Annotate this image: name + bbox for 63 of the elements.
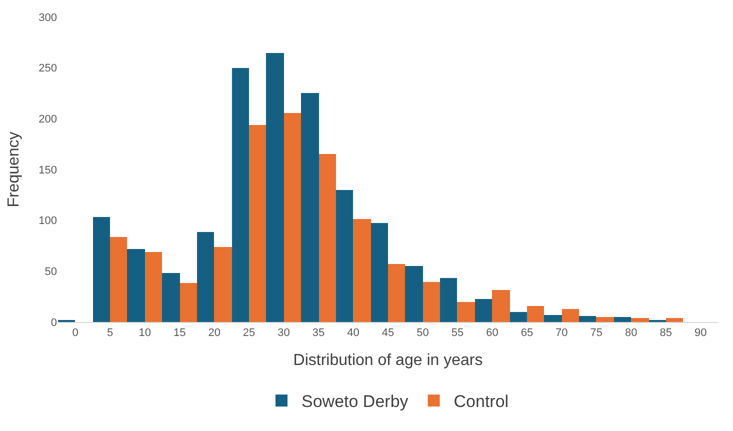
y-tick-label: 100 — [38, 215, 57, 228]
x-tick-label: 75 — [590, 327, 603, 340]
legend-label: Soweto Derby — [302, 392, 409, 412]
bar — [631, 318, 649, 322]
x-tick-label: 80 — [625, 327, 638, 340]
bar — [614, 317, 631, 322]
bar — [266, 53, 284, 322]
bar — [596, 317, 614, 322]
x-tick-label: 45 — [382, 327, 394, 340]
bar — [388, 264, 405, 322]
bar — [127, 249, 145, 322]
x-tick-label: 70 — [556, 327, 568, 340]
bar — [319, 154, 336, 322]
legend-label: Control — [454, 392, 509, 412]
bar — [301, 93, 319, 322]
bar — [544, 315, 562, 322]
bar — [562, 309, 579, 322]
bar — [510, 312, 527, 322]
bar — [527, 306, 544, 322]
x-tick-label: 50 — [416, 327, 429, 340]
x-tick-label: 85 — [660, 327, 672, 340]
x-tick-label: 5 — [107, 327, 114, 340]
bar — [457, 302, 475, 322]
bar — [579, 316, 596, 322]
bar — [440, 278, 457, 322]
x-tick-label: 40 — [347, 327, 360, 340]
bar — [162, 273, 180, 322]
x-axis-title: Distribution of age in years — [293, 352, 483, 369]
y-tick-label: 300 — [38, 12, 57, 24]
bar — [232, 68, 249, 322]
bar — [249, 125, 266, 322]
x-tick-label: 65 — [520, 327, 534, 340]
bar — [180, 283, 197, 322]
x-tick-label: 25 — [242, 327, 256, 340]
x-tick-label: 55 — [451, 327, 464, 340]
bar — [492, 290, 510, 322]
y-tick-label: 250 — [38, 62, 57, 75]
bar — [336, 190, 353, 322]
bar — [371, 223, 388, 322]
y-tick-label: 200 — [38, 114, 57, 126]
x-tick-label: 60 — [486, 327, 498, 340]
y-axis-title: Frequency — [6, 132, 23, 208]
bar — [405, 266, 423, 322]
y-tick-label: 150 — [38, 164, 57, 176]
x-tick-label: 90 — [694, 327, 707, 340]
y-tick-label: 50 — [44, 266, 57, 278]
bar — [423, 282, 440, 322]
x-tick-label: 10 — [138, 327, 151, 340]
x-tick-label: 15 — [173, 327, 186, 340]
bar — [475, 299, 492, 322]
x-tick-label: 35 — [312, 327, 325, 340]
bar — [93, 217, 110, 322]
bar — [110, 237, 127, 322]
bar — [145, 252, 162, 322]
bar — [666, 318, 683, 322]
bar — [214, 247, 232, 322]
bar — [353, 219, 371, 322]
bar — [284, 113, 301, 322]
bar — [197, 232, 214, 322]
x-tick-label: 20 — [208, 327, 220, 340]
y-tick-label: 0 — [50, 316, 57, 329]
x-tick-label: 0 — [72, 327, 78, 340]
x-tick-label: 30 — [278, 327, 290, 340]
